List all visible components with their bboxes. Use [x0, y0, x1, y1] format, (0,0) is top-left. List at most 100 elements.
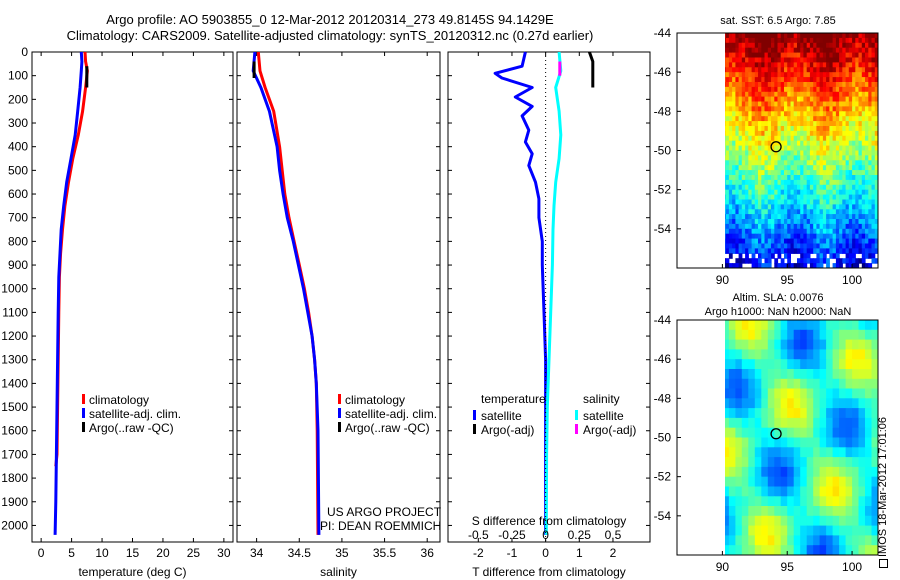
sst-map-cell — [780, 219, 785, 225]
sla-map-cell — [748, 486, 756, 497]
sst-map-cell — [761, 155, 766, 161]
sst-map-cell — [865, 223, 869, 230]
sla-map-cell — [845, 515, 853, 527]
sst-map-cell — [751, 126, 756, 132]
sla-map-cell — [748, 359, 756, 370]
sst-map-cell — [761, 248, 766, 254]
sst-map-cell — [764, 72, 769, 78]
sst-map-cell — [764, 233, 769, 240]
sla-map-cell — [767, 349, 775, 360]
sst-map-cell — [819, 253, 824, 259]
sst-map-cell — [745, 130, 749, 137]
sst-map-cell — [813, 219, 817, 225]
sst-map-cell — [845, 52, 850, 59]
sla-map-cell — [787, 427, 795, 439]
sst-map-cell — [806, 238, 811, 245]
sst-map-cell — [871, 179, 876, 186]
sla-map-cell — [754, 535, 762, 546]
sst-map-cell — [806, 204, 811, 210]
sst-map-cell — [758, 57, 762, 63]
sst-map-cell — [738, 150, 743, 156]
sst-map-cell — [767, 238, 772, 245]
sst-map-cell — [848, 194, 853, 201]
sst-map-cell — [761, 57, 766, 63]
sst-map-cell — [728, 101, 733, 107]
depth-tick-label: 900 — [8, 258, 28, 272]
sst-map-cell — [797, 263, 801, 268]
sst-map-cell — [871, 243, 876, 249]
sst-map-cell — [871, 150, 876, 156]
sst-map-cell — [797, 126, 801, 132]
sst-map-cell — [790, 42, 795, 49]
sst-map-cell — [858, 82, 863, 88]
sst-map-cell — [754, 214, 759, 220]
sla-map-cell — [871, 359, 878, 370]
sla-map-cell — [852, 427, 860, 439]
sst-map-cell — [725, 121, 730, 127]
sst-map-cell — [764, 130, 769, 137]
sst-map-cell — [777, 42, 782, 49]
sst-map-cell — [745, 258, 749, 264]
sst-map-cell — [793, 219, 798, 225]
sst-map-cell — [745, 175, 749, 181]
sst-map-cell — [855, 238, 860, 245]
sst-map-cell — [725, 258, 730, 264]
sst-map-cell — [797, 194, 801, 201]
sst-map-cell — [809, 204, 814, 210]
sst-map-cell — [803, 126, 808, 132]
sst-map-cell — [809, 111, 814, 117]
sst-map-cell — [767, 126, 772, 132]
sst-map-cell — [842, 130, 847, 137]
sst-map-cell — [758, 86, 762, 93]
sla-map-cell — [748, 339, 756, 350]
sst-map-cell — [774, 238, 779, 245]
sst-map-cell — [848, 62, 853, 68]
sst-map-cell — [777, 228, 782, 235]
sst-map-cell — [745, 199, 749, 205]
sst-map-cell — [842, 160, 847, 166]
sst-map-cell — [855, 77, 860, 83]
sst-map-cell — [871, 67, 876, 73]
sst-map-cell — [784, 116, 788, 122]
sst-map-cell — [809, 37, 814, 44]
sst-map-cell — [842, 150, 847, 156]
sst-map-cell — [848, 42, 853, 49]
sla-map-cell — [800, 339, 808, 350]
sst-map-cell — [793, 155, 798, 161]
sst-map-cell — [852, 37, 856, 44]
sst-map-cell — [751, 116, 756, 122]
sst-map-cell — [865, 189, 869, 196]
sst-map-cell — [813, 42, 817, 49]
sst-map-cell — [738, 121, 743, 127]
sdiff-tick-label: -0.5 — [468, 528, 489, 542]
sla-map-cell — [725, 447, 730, 458]
sst-map-cell — [748, 160, 753, 166]
sla-map-xtick-label: 95 — [781, 560, 795, 574]
sla-map-cell — [725, 427, 730, 439]
sla-map-cell — [826, 329, 834, 341]
sst-map-cell — [871, 86, 876, 93]
sst-map-cell — [771, 42, 775, 49]
sst-map-cell — [793, 42, 798, 49]
sst-map-cell — [858, 155, 863, 161]
sst-map-cell — [764, 96, 769, 103]
sst-map-cell — [806, 160, 811, 166]
sst-map-cell — [787, 223, 791, 230]
sst-map-cell — [806, 248, 811, 254]
sla-map-cell — [800, 437, 808, 448]
sla-map-cell — [852, 515, 860, 527]
sla-map-cell — [754, 496, 762, 507]
sst-map-cell — [813, 204, 817, 210]
sst-map-cell — [829, 47, 834, 54]
sst-map-cell — [829, 121, 834, 127]
sst-map-cell — [758, 67, 762, 73]
sla-map-cell — [787, 476, 795, 488]
sst-map-cell — [780, 194, 785, 201]
sla-map-cell — [780, 447, 788, 458]
sst-map-cell — [855, 233, 860, 240]
sst-map-cell — [777, 184, 782, 191]
sst-map-cell — [865, 199, 869, 205]
sst-map-cell — [858, 140, 863, 147]
sla-map-cell — [761, 378, 769, 390]
sst-map-cell — [797, 121, 801, 127]
